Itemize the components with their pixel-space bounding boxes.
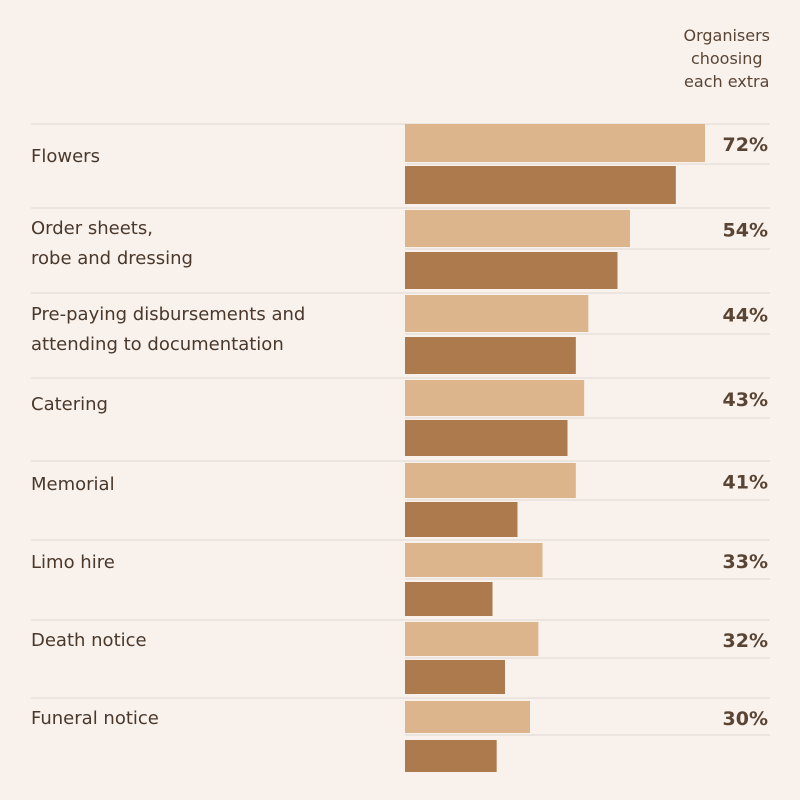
value-label: 32%: [723, 630, 768, 652]
bar-dark: [405, 166, 676, 204]
bar-dark: [405, 660, 505, 694]
category-label: Order sheets, robe and dressing: [31, 214, 193, 274]
category-label-line: attending to documentation: [31, 334, 284, 355]
value-label: 72%: [723, 134, 768, 156]
column-header: Organisers choosing each extra: [683, 24, 770, 93]
bar-light: [405, 380, 585, 416]
category-label-line: Funeral notice: [31, 708, 159, 729]
category-label-line: Limo hire: [31, 552, 115, 573]
category-label-line: robe and dressing: [31, 248, 193, 269]
bar-light: [405, 295, 589, 332]
value-label: 44%: [723, 305, 768, 327]
category-label-line: Death notice: [31, 630, 147, 651]
bar-dark: [405, 420, 568, 456]
bar-dark: [405, 337, 576, 374]
category-label: Funeral notice: [31, 704, 159, 734]
column-header-line: choosing: [690, 49, 763, 68]
category-label: Pre-paying disbursements and attending to…: [31, 300, 305, 360]
bar-dark: [405, 502, 518, 537]
category-label-line: Flowers: [31, 146, 100, 167]
bar-light: [405, 543, 543, 577]
category-label-line: Memorial: [31, 474, 115, 495]
value-label: 41%: [723, 472, 768, 494]
bar-dark: [405, 582, 493, 616]
category-label: Memorial: [31, 470, 115, 500]
bar-light: [405, 124, 705, 162]
bar-dark: [405, 740, 497, 772]
column-header-line: Organisers: [683, 26, 770, 45]
bar-light: [405, 622, 539, 656]
value-label: 43%: [723, 389, 768, 411]
category-label-line: Catering: [31, 394, 108, 415]
value-label: 30%: [723, 708, 768, 730]
bar-light: [405, 701, 530, 733]
category-label: Flowers: [31, 142, 100, 172]
category-label-line: Order sheets,: [31, 218, 153, 239]
column-header-line: each extra: [684, 72, 770, 91]
bar-light: [405, 463, 576, 498]
category-label: Catering: [31, 390, 108, 420]
bar-light: [405, 210, 630, 247]
category-label-line: Pre-paying disbursements and: [31, 304, 306, 325]
value-label: 54%: [723, 220, 768, 242]
bar-dark: [405, 252, 618, 289]
category-label: Limo hire: [31, 548, 115, 578]
category-label: Death notice: [31, 626, 147, 656]
value-label: 33%: [723, 551, 768, 573]
